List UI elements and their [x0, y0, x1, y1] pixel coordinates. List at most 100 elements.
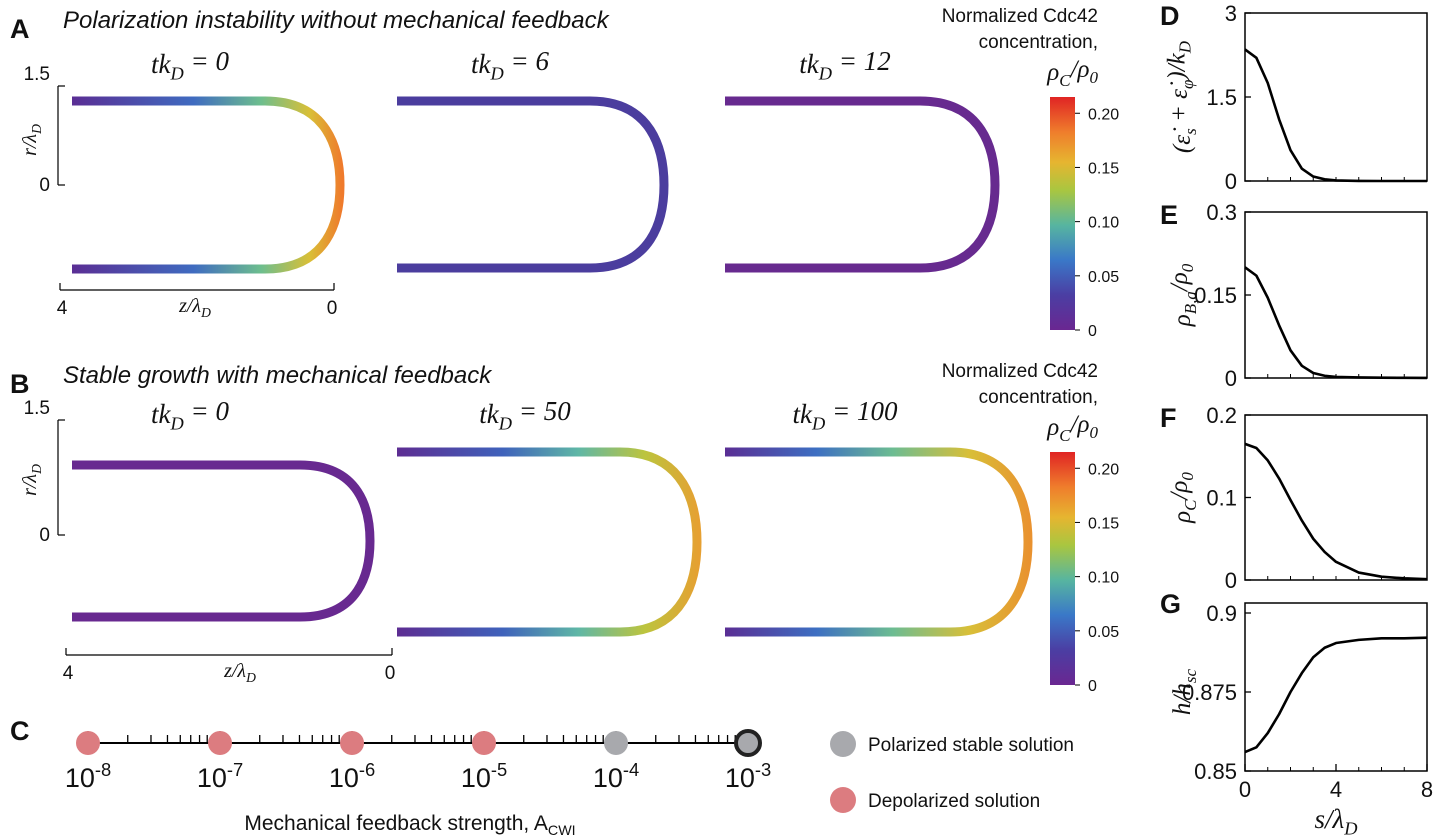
x-tick-label: 10-3	[725, 759, 771, 793]
y-tick-label: 0.875	[1182, 680, 1237, 705]
colorbar-title: concentration,	[979, 387, 1098, 408]
text-part: 10	[593, 763, 623, 793]
snapshot-label: tkD = 50	[479, 396, 571, 433]
text-part: D	[1343, 818, 1357, 838]
data-point	[76, 731, 100, 755]
text-part: = 50	[512, 396, 571, 426]
legend-label: Depolarized solution	[868, 791, 1040, 812]
y-tick-label: 0.2	[1206, 403, 1237, 428]
y-axis-label: ρB,a/ρ0	[1166, 263, 1200, 327]
y-tick-label: 0.85	[1194, 759, 1237, 784]
text-part: tk	[151, 399, 172, 429]
colorbar-tick-label: 0.20	[1088, 106, 1119, 123]
plot-frame	[1244, 211, 1428, 379]
colorbar-label: ρC/ρ0	[1046, 56, 1098, 90]
text-part: D	[29, 124, 44, 135]
text-part: D	[490, 63, 504, 83]
colorbar-tick-label: 0.20	[1088, 461, 1119, 478]
x-axis-label: s/λD	[1315, 804, 1358, 838]
y-tick-label: 0.3	[1206, 200, 1237, 225]
text-part: z/λ	[178, 295, 201, 317]
text-part: tk	[479, 399, 500, 429]
colorbar-tick-label: 0	[1088, 323, 1097, 340]
text-part: 10	[197, 763, 227, 793]
y-tick-label: 1.5	[1206, 85, 1237, 110]
text-part: D	[170, 413, 184, 433]
colorbar-label: ρC/ρ0	[1046, 411, 1098, 445]
y-tick-label: 0.15	[1194, 283, 1237, 308]
panel-letter: G	[1160, 589, 1181, 619]
cell-outline	[397, 447, 702, 637]
text-part: D	[811, 413, 825, 433]
panel-letter: B	[10, 369, 30, 399]
text-part: 10	[329, 763, 359, 793]
text-part: = 0	[184, 396, 230, 426]
text-part: = 100	[825, 396, 898, 426]
text-part: ρ	[1046, 414, 1059, 441]
snapshot-label: tkD = 6	[471, 46, 549, 83]
text-part: 10	[725, 763, 755, 793]
panel-title: Polarization instability without mechani…	[63, 7, 611, 34]
text-part: s	[1181, 128, 1200, 135]
x-tick-label: 4	[1330, 777, 1342, 802]
colorbar-tick-label: 0.05	[1088, 624, 1119, 641]
cell-outline	[72, 460, 375, 622]
y-tick-label: 0.9	[1206, 601, 1237, 626]
plot-frame	[1244, 602, 1428, 772]
text-part: /ρ	[1069, 411, 1090, 438]
legend-label: Polarized stable solution	[868, 735, 1074, 756]
text-part: -4	[623, 759, 639, 780]
y-tick-label: 0	[1225, 568, 1237, 593]
text-part: sc	[1181, 668, 1200, 683]
text-part: -5	[491, 759, 507, 780]
data-point	[472, 731, 496, 755]
snapshot-label: tkD = 0	[151, 396, 229, 433]
data-point	[340, 731, 364, 755]
data-point	[208, 731, 232, 755]
text-part: ρ	[1046, 59, 1059, 86]
x-tick-label: 8	[1421, 777, 1433, 802]
data-point	[734, 729, 762, 757]
x-tick-label: 10-4	[593, 759, 639, 793]
text-part: ρ	[1169, 511, 1196, 524]
text-part: r/λ	[19, 134, 41, 156]
text-part: /ρ	[1166, 481, 1193, 502]
panel-letter: A	[10, 14, 30, 44]
text-part: C	[1059, 71, 1071, 90]
legend-marker	[830, 731, 856, 757]
text-part: -7	[227, 759, 243, 780]
scale-label: 0	[385, 663, 396, 684]
text-part: 0	[1178, 472, 1197, 481]
plot-frame	[1244, 414, 1428, 581]
y-axis-label: ρC/ρ0	[1166, 472, 1200, 524]
y-axis-label: (ε̇s + ε̇φ)/kD	[1163, 40, 1200, 153]
text-part: r/λ	[19, 474, 41, 496]
text-part: = 12	[832, 46, 891, 76]
x-tick-label: 0	[1239, 777, 1251, 802]
text-part: tk	[793, 399, 814, 429]
colorbar-tick-label: 0	[1088, 678, 1097, 695]
text-part: /ρ	[1069, 56, 1090, 83]
text-part: s/λ	[1315, 804, 1345, 834]
text-part: D	[498, 413, 512, 433]
text-part: -8	[95, 759, 111, 780]
text-part: D	[245, 670, 256, 685]
colorbar-title: Normalized Cdc42	[942, 6, 1098, 27]
x-tick-label: 10-7	[197, 759, 243, 793]
data-line	[1244, 636, 1428, 754]
data-line	[1244, 442, 1428, 581]
scale-label: 1.5	[24, 64, 50, 85]
text-part: )/k	[1163, 52, 1190, 81]
colorbar-title: concentration,	[979, 32, 1098, 53]
axis-label: r/λD	[19, 464, 44, 496]
text-part: 10	[461, 763, 491, 793]
text-part: z/λ	[223, 660, 246, 682]
colorbar-tick-label: 0.10	[1088, 570, 1119, 587]
colorbar	[1050, 97, 1075, 330]
text-part: = 6	[504, 46, 550, 76]
colorbar-tick-label: 0.15	[1088, 160, 1119, 177]
text-part: 0	[1090, 423, 1099, 442]
text-part: 0	[1178, 263, 1197, 272]
y-tick-label: 3	[1225, 1, 1237, 26]
